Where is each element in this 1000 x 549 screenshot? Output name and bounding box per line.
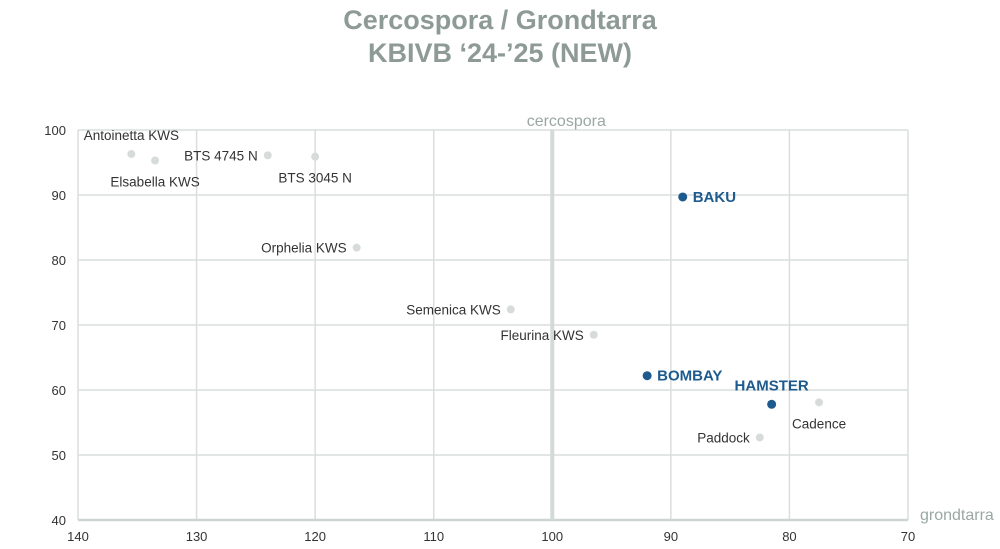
x-tick-label: 120 xyxy=(304,529,326,544)
data-point xyxy=(127,150,136,159)
data-point-label: Paddock xyxy=(697,430,750,445)
data-point xyxy=(815,398,824,407)
data-point-label: Antoinetta KWS xyxy=(84,128,179,143)
y-tick-label: 40 xyxy=(52,513,66,528)
x-axis-label: grondtarra xyxy=(920,507,994,524)
data-point xyxy=(642,371,652,381)
data-point-label: BTS 3045 N xyxy=(278,171,352,186)
x-tick-label: 80 xyxy=(782,529,796,544)
x-tick-label: 130 xyxy=(186,529,208,544)
data-point xyxy=(506,305,515,314)
data-points: Antoinetta KWS Elsabella KWS BTS 4745 N BTS… xyxy=(84,128,846,445)
chart-title-line-1: Cercospora / Grondtarra xyxy=(343,5,657,35)
data-point-label: Semenica KWS xyxy=(406,302,501,317)
data-point xyxy=(311,152,320,161)
data-point xyxy=(352,243,361,252)
y-tick-label: 60 xyxy=(52,383,66,398)
tick-labels: 140 130 120 110 100 90 80 70 40 50 60 70 80 90 100 xyxy=(44,123,915,544)
x-tick-label: 90 xyxy=(664,529,678,544)
x-tick-label: 100 xyxy=(541,529,563,544)
data-point xyxy=(678,192,688,202)
data-point xyxy=(263,151,272,160)
x-tick-label: 140 xyxy=(67,529,89,544)
x-tick-label: 70 xyxy=(901,529,915,544)
data-point-label: BAKU xyxy=(693,189,736,206)
data-point-label: BOMBAY xyxy=(657,368,722,385)
y-tick-label: 70 xyxy=(52,318,66,333)
data-point xyxy=(755,433,764,442)
data-point xyxy=(767,399,777,409)
data-point xyxy=(589,330,598,339)
chart-title-line-2: KBIVB ‘24-’25 (NEW) xyxy=(367,38,633,68)
data-point-label: Elsabella KWS xyxy=(110,175,199,190)
data-point-label: Fleurina KWS xyxy=(501,328,584,343)
x-tick-label: 110 xyxy=(423,529,444,544)
data-point-label: BTS 4745 N xyxy=(184,148,258,163)
y-tick-label: 90 xyxy=(52,188,66,203)
y-tick-label: 100 xyxy=(44,123,66,138)
y-tick-label: 50 xyxy=(52,448,66,463)
y-axis-label: cercospora xyxy=(527,113,606,130)
data-point-label: HAMSTER xyxy=(735,377,809,394)
y-tick-label: 80 xyxy=(52,253,66,268)
grid-lines xyxy=(77,129,909,522)
data-point-label: Orphelia KWS xyxy=(261,241,347,256)
data-point xyxy=(151,156,160,165)
data-point-label: Cadence xyxy=(792,416,846,431)
